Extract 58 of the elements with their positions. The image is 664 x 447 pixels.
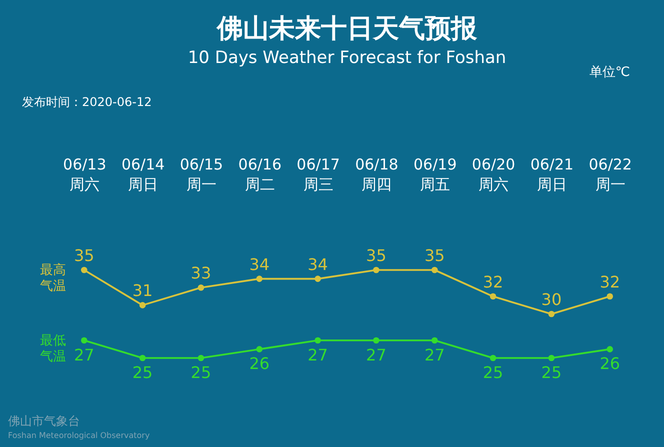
x-tick-label: 06/15 周一 [180,156,224,194]
point [490,354,496,362]
point [198,354,204,362]
data-label: 25 [482,363,504,382]
x-tick-label: 06/16 周二 [238,156,282,194]
point [314,276,321,282]
data-label: 35 [74,246,94,265]
point [606,346,614,352]
data-label: 25 [132,363,153,382]
point [606,293,614,300]
data-label: 25 [541,363,562,382]
data-label: 33 [190,264,212,283]
data-label: 35 [424,246,445,265]
point [80,266,88,274]
point [139,302,146,308]
point [431,337,438,344]
x-tick-label: 06/14 周日 [121,156,165,194]
data-label: 35 [366,246,386,265]
series-label: 最高气温 [40,262,66,294]
point [431,266,438,274]
x-tick-label: 06/19 周五 [414,156,457,194]
x-tick-label: 06/17 周三 [296,156,340,194]
data-label: 27 [366,345,386,364]
x-tick-label: 06/13 周六 [63,156,106,194]
point [490,293,496,300]
text: 单位℃ [589,65,630,80]
data-label: 27 [424,345,445,364]
data-label: 27 [308,345,328,364]
data-label: 26 [249,354,270,374]
data-label: 34 [249,254,270,274]
point [548,354,555,362]
point [198,284,204,291]
x-tick-label: 06/21 周日 [530,156,574,194]
series-label: 最低气温 [40,333,66,364]
point [256,346,263,352]
x-tick-label: 06/18 周四 [355,156,398,194]
point [373,337,380,344]
data-label: 31 [132,281,153,300]
data-label: 30 [541,290,562,309]
text: 发布时间：2020-06-12 [22,95,152,109]
chart-subtitle: 10 Days Weather Forecast for Foshan [188,48,506,68]
point [80,337,88,344]
text: Foshan Meteorological Observatory [8,431,150,440]
data-label: 34 [308,254,328,274]
data-label: 32 [600,272,620,292]
chart-title: 佛山未来十日天气预报 [216,14,478,44]
x-tick-label: 06/20 周六 [472,156,516,194]
point [139,354,146,362]
data-label: 26 [600,354,620,374]
data-label: 32 [482,272,504,292]
point [548,310,555,318]
text: 佛山市气象台 [8,414,80,428]
x-tick-label: 06/22 周一 [588,156,632,194]
data-label: 25 [190,363,212,382]
point [373,266,380,274]
point [256,276,263,282]
point [314,337,321,344]
data-label: 27 [74,345,94,364]
